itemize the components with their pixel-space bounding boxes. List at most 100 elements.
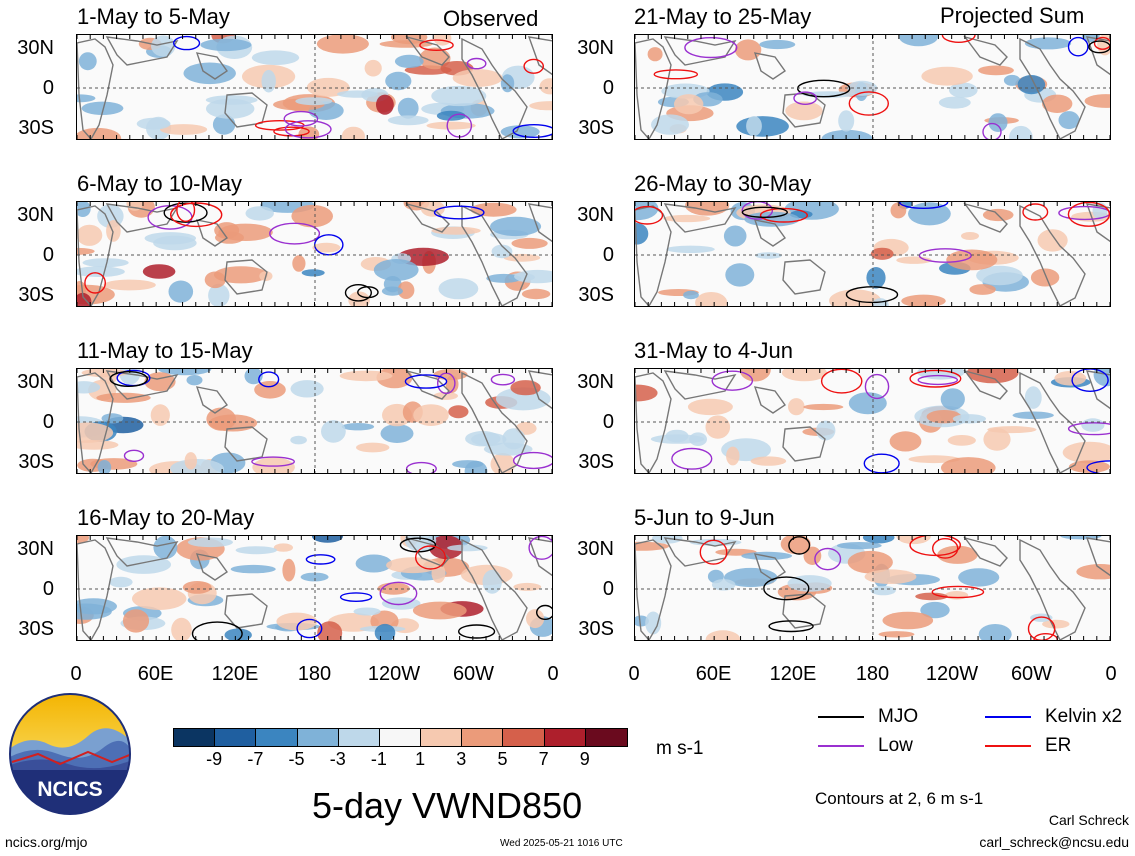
contour-line bbox=[1093, 36, 1110, 50]
anomaly-shade bbox=[482, 569, 502, 594]
contour-line bbox=[932, 537, 959, 559]
contour-line bbox=[379, 581, 418, 606]
anomaly-shade bbox=[376, 94, 394, 115]
lat-label: 30N bbox=[17, 538, 54, 560]
colorbar-tick-label: 1 bbox=[415, 749, 426, 769]
lon-label: 60W bbox=[1010, 663, 1053, 685]
contour-line bbox=[436, 372, 456, 395]
coastline bbox=[527, 537, 552, 577]
anomaly-shade bbox=[81, 101, 124, 116]
contour-line bbox=[458, 624, 496, 639]
coastline bbox=[963, 536, 1008, 567]
anomaly-shade bbox=[947, 435, 976, 446]
panel-title: 16-May to 20-May bbox=[77, 505, 255, 530]
anomaly-shade bbox=[1024, 37, 1072, 50]
anomaly-shade bbox=[726, 446, 740, 466]
lat-label: 30N bbox=[577, 371, 614, 393]
anomaly-shade bbox=[153, 536, 178, 559]
contour-line bbox=[433, 205, 485, 220]
coastline bbox=[405, 536, 450, 567]
anomaly-shade bbox=[273, 543, 293, 552]
anomaly-shade bbox=[734, 39, 762, 61]
anomaly-field bbox=[77, 35, 552, 139]
anomaly-shade bbox=[946, 249, 998, 271]
anomaly-shade bbox=[866, 267, 886, 289]
anomaly-shade bbox=[224, 628, 252, 640]
observed-header: Observed bbox=[443, 6, 539, 31]
contour-line bbox=[191, 621, 243, 640]
anomaly-shade bbox=[882, 611, 934, 630]
anomaly-shade bbox=[321, 420, 346, 443]
anomaly-shade bbox=[300, 572, 329, 582]
coastline bbox=[1019, 371, 1086, 473]
anomaly-shade bbox=[77, 224, 103, 246]
lat-label: 30N bbox=[577, 204, 614, 226]
contour-line bbox=[768, 620, 814, 633]
anomaly-shade bbox=[341, 423, 375, 431]
anomaly-field bbox=[635, 536, 1110, 640]
anomaly-shade bbox=[1009, 125, 1033, 139]
anomaly-shade bbox=[663, 214, 711, 223]
anomaly-shade bbox=[356, 442, 390, 453]
coastline bbox=[635, 205, 672, 306]
lat-label: 30S bbox=[18, 117, 54, 139]
svg-text:NCICS: NCICS bbox=[37, 778, 102, 801]
coastline bbox=[753, 386, 786, 414]
anomaly-shade bbox=[490, 216, 542, 237]
anomaly-shade bbox=[486, 273, 522, 283]
anomaly-shade bbox=[491, 244, 513, 259]
contour-line bbox=[296, 618, 323, 639]
footer-timestamp: Wed 2025-05-21 1016 UTC bbox=[500, 838, 623, 849]
anomaly-shade bbox=[306, 77, 350, 97]
anomaly-shade bbox=[645, 611, 662, 635]
anomaly-shade bbox=[252, 457, 295, 473]
colorbar-tick-label: 3 bbox=[456, 749, 467, 769]
contour-line bbox=[863, 453, 900, 473]
contour-line bbox=[339, 592, 373, 602]
anomaly-shade bbox=[78, 52, 97, 71]
panel-title: 31-May to 4-Jun bbox=[634, 338, 793, 363]
anomaly-shade bbox=[170, 459, 224, 473]
anomaly-shade bbox=[471, 432, 507, 447]
anomaly-shade bbox=[373, 259, 419, 281]
anomaly-shade bbox=[746, 116, 762, 136]
contour-line bbox=[793, 91, 818, 106]
anomaly-shade bbox=[1084, 94, 1110, 108]
contour-line bbox=[466, 57, 487, 70]
anomaly-shade bbox=[724, 567, 778, 588]
contour-line bbox=[305, 554, 336, 565]
anomaly-shade bbox=[949, 82, 978, 98]
lat-label: 30N bbox=[577, 37, 614, 59]
anomaly-field bbox=[635, 35, 1110, 139]
anomaly-shade bbox=[230, 564, 276, 574]
lat-label: 30S bbox=[18, 618, 54, 640]
anomaly-shade bbox=[282, 558, 296, 582]
coastline bbox=[195, 386, 228, 414]
coastline bbox=[224, 259, 268, 295]
contour-line bbox=[284, 120, 332, 139]
anomaly-shade bbox=[251, 50, 300, 65]
colorbar-tick-label: 9 bbox=[579, 749, 590, 769]
anomaly-shade bbox=[723, 225, 747, 247]
anomaly-shade bbox=[915, 592, 948, 601]
coastline bbox=[1085, 537, 1110, 577]
lon-label: 180 bbox=[297, 663, 332, 685]
projected-sum-header: Projected Sum bbox=[940, 3, 1085, 28]
anomaly-shade bbox=[1062, 441, 1110, 464]
anomaly-shade bbox=[364, 59, 382, 77]
colorbar-cell bbox=[544, 729, 586, 746]
anomaly-shade bbox=[381, 286, 403, 296]
coastline bbox=[963, 202, 1008, 233]
contour-line bbox=[123, 449, 145, 463]
panel-title: 11-May to 15-May bbox=[77, 338, 253, 363]
contour-line bbox=[1067, 422, 1110, 436]
anomaly-shade bbox=[870, 585, 896, 596]
lon-label: 0 bbox=[1105, 663, 1117, 685]
anomaly-shade bbox=[394, 54, 424, 68]
anomaly-shade bbox=[103, 279, 156, 291]
anomaly-shade bbox=[187, 537, 233, 548]
contour-line bbox=[635, 205, 664, 225]
panel-title: 26-May to 30-May bbox=[634, 171, 812, 196]
coastline bbox=[527, 203, 552, 243]
anomaly-shade bbox=[186, 375, 203, 386]
